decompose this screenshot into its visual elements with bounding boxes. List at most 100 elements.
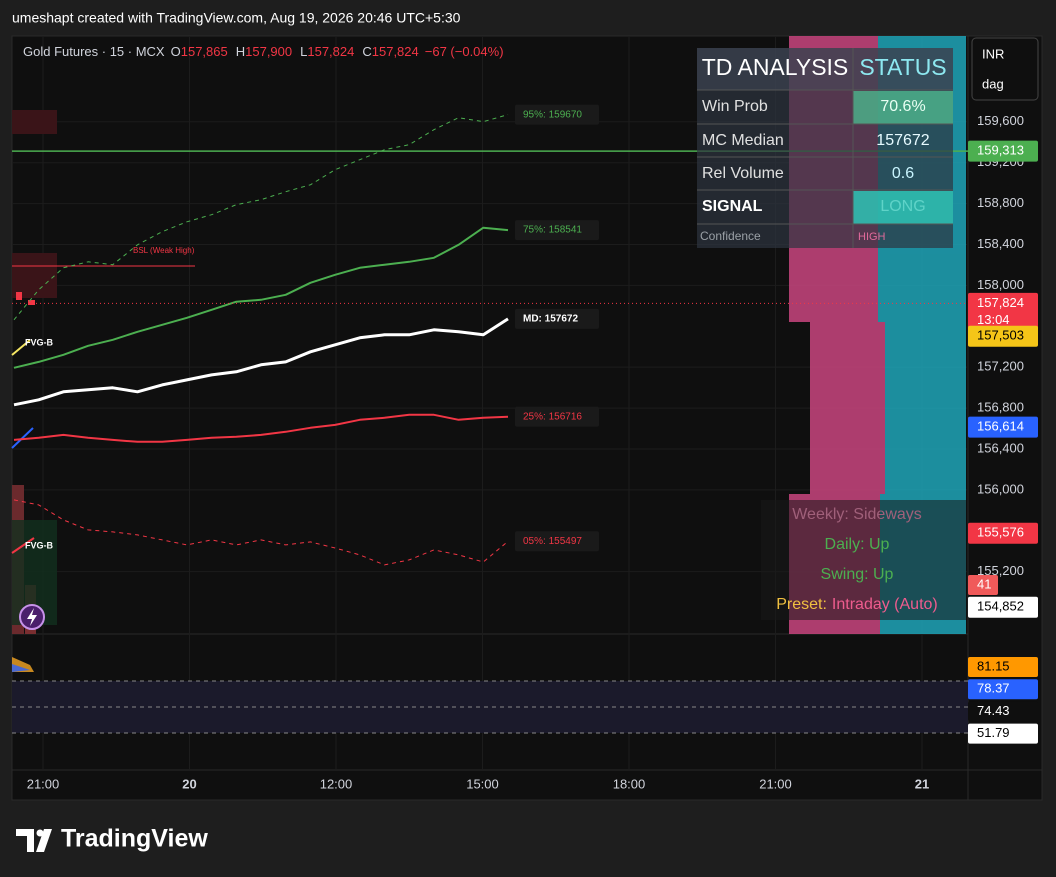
symbol-line: Gold Futures · 15 · MCX O157,865 H157,900 L…: [23, 44, 504, 59]
change: −67 (−0.04%): [425, 44, 504, 59]
candle: [16, 292, 22, 300]
x-tick-label: 18:00: [613, 776, 646, 791]
cell-bg: [853, 191, 953, 224]
series-label-bg: [515, 531, 599, 552]
series-label: 95%: 159670: [523, 109, 582, 120]
trend-panel-bg: [761, 500, 966, 620]
price-badge: [968, 292, 1038, 329]
fvg-label: FVG-B: [25, 337, 53, 347]
row-value: LONG: [880, 198, 925, 215]
trend-stub: [11, 339, 31, 356]
y-tick-label: 159,600: [977, 113, 1024, 128]
preset-label: Preset:: [776, 596, 827, 613]
oscillator-badge: [968, 679, 1038, 700]
y-tick-label: 158,000: [977, 277, 1024, 292]
series-label-bg: [515, 220, 599, 241]
row-label: SIGNAL: [702, 198, 763, 215]
bsl-label: BSL (Weak High): [133, 246, 195, 255]
oscillator-badge: [968, 657, 1038, 677]
x-tick-label: 21:00: [759, 776, 792, 791]
row-value: 0.6: [892, 165, 914, 182]
trend-stub: [11, 537, 35, 554]
ohlc-value: 157,824: [307, 44, 354, 59]
series-label-bg: [515, 308, 599, 329]
price-badge-label: 154,852: [977, 599, 1024, 614]
x-tick-label: 21: [915, 776, 929, 791]
series-line: [13, 114, 509, 321]
ohlc-key: H: [236, 44, 245, 59]
x-tick-label: 20: [182, 776, 196, 791]
table-header: STATUS: [859, 54, 946, 80]
price-badge: [968, 522, 1038, 544]
row-label: Confidence: [700, 229, 761, 243]
oscillator-badge-label: 78.37: [977, 681, 1010, 696]
unit: dag: [982, 76, 1004, 91]
extra-badge: [968, 575, 998, 595]
plot: 95%: 159670 75%: 158541 MD: 157672 25%: 156…: [12, 104, 968, 566]
row-value: 157672: [876, 132, 929, 149]
price-badge-label: 157,503: [977, 328, 1024, 343]
oscillator-zone: [12, 681, 968, 733]
trend-daily: Daily: Up: [825, 536, 890, 553]
series-line: [13, 317, 509, 407]
cyan-band: [885, 322, 966, 494]
table-header-bg: [697, 48, 953, 90]
series-label-bg: [515, 406, 599, 427]
cell-bg: [853, 91, 953, 124]
attribution: umeshapt created with TradingView.com, A…: [12, 10, 461, 26]
fvg-label: FVG-B: [25, 540, 53, 550]
trend-swing: Swing: Up: [821, 566, 894, 583]
y-tick-label: 157,200: [977, 359, 1024, 374]
symbol: Gold Futures · 15 · MCX: [23, 44, 165, 59]
oscillator-badge: [968, 723, 1038, 744]
x-tick-label: 15:00: [466, 776, 499, 791]
price-badge: [968, 325, 1038, 347]
trend-stub: [11, 427, 34, 449]
row-value: 70.6%: [880, 98, 925, 115]
price-badge: [968, 416, 1038, 438]
price-badge-label: 159,313: [977, 143, 1024, 158]
trend-weekly: Weekly: Sideways: [792, 506, 922, 523]
logo-dot: [36, 829, 44, 837]
series-label: 25%: 156716: [523, 411, 582, 422]
price-axis: 159,600159,200158,800158,400158,000157,2…: [968, 113, 1038, 744]
trend-preset: Preset: Intraday (Auto): [776, 596, 938, 613]
price-badge: [968, 140, 1038, 162]
currency-box[interactable]: [971, 37, 1039, 101]
row-label: Rel Volume: [702, 165, 784, 182]
logo-text: TradingView: [61, 825, 208, 853]
ohlc-value: 157,824: [372, 44, 419, 59]
series-label-bg: [515, 104, 599, 125]
ohlc: O157,865 H157,900 L157,824 C157,824: [171, 44, 419, 59]
y-tick-label: 156,800: [977, 400, 1024, 415]
ohlc-key: L: [300, 44, 307, 59]
td-table: TD ANALYSIS STATUS Win Prob 70.6% MC Med…: [697, 48, 953, 248]
ohlc-value: 157,865: [181, 44, 228, 59]
ohlc-key: O: [171, 44, 181, 59]
series-label: 05%: 155497: [523, 536, 582, 547]
row-label: Win Prob: [702, 98, 768, 115]
series-line: [13, 413, 509, 443]
alert-icon-bolt: [27, 608, 37, 626]
candle: [28, 300, 35, 305]
oscillator-badge-label: 81.15: [977, 658, 1010, 673]
y-tick-label: 158,400: [977, 236, 1024, 251]
pink-band: [810, 322, 885, 494]
oscillator-badge-label: 51.79: [977, 725, 1010, 740]
series-line: [13, 499, 509, 566]
zone-box: [12, 110, 57, 134]
series-label: MD: 157672: [523, 314, 578, 325]
y-tick-label: 155,200: [977, 563, 1024, 578]
price-badge-label: 157,824: [977, 295, 1024, 310]
ohlc-value: 157,900: [245, 44, 292, 59]
price-badge-label: 155,576: [977, 525, 1024, 540]
row-label: MC Median: [702, 132, 784, 149]
currency: INR: [982, 46, 1004, 61]
countdown: 13:04: [977, 312, 1010, 327]
oscillator-badge: [968, 701, 1038, 722]
series-label: 75%: 158541: [523, 225, 582, 236]
series-line: [13, 226, 509, 369]
oscillator-shape: [12, 664, 30, 672]
y-tick-label: 156,000: [977, 481, 1024, 496]
